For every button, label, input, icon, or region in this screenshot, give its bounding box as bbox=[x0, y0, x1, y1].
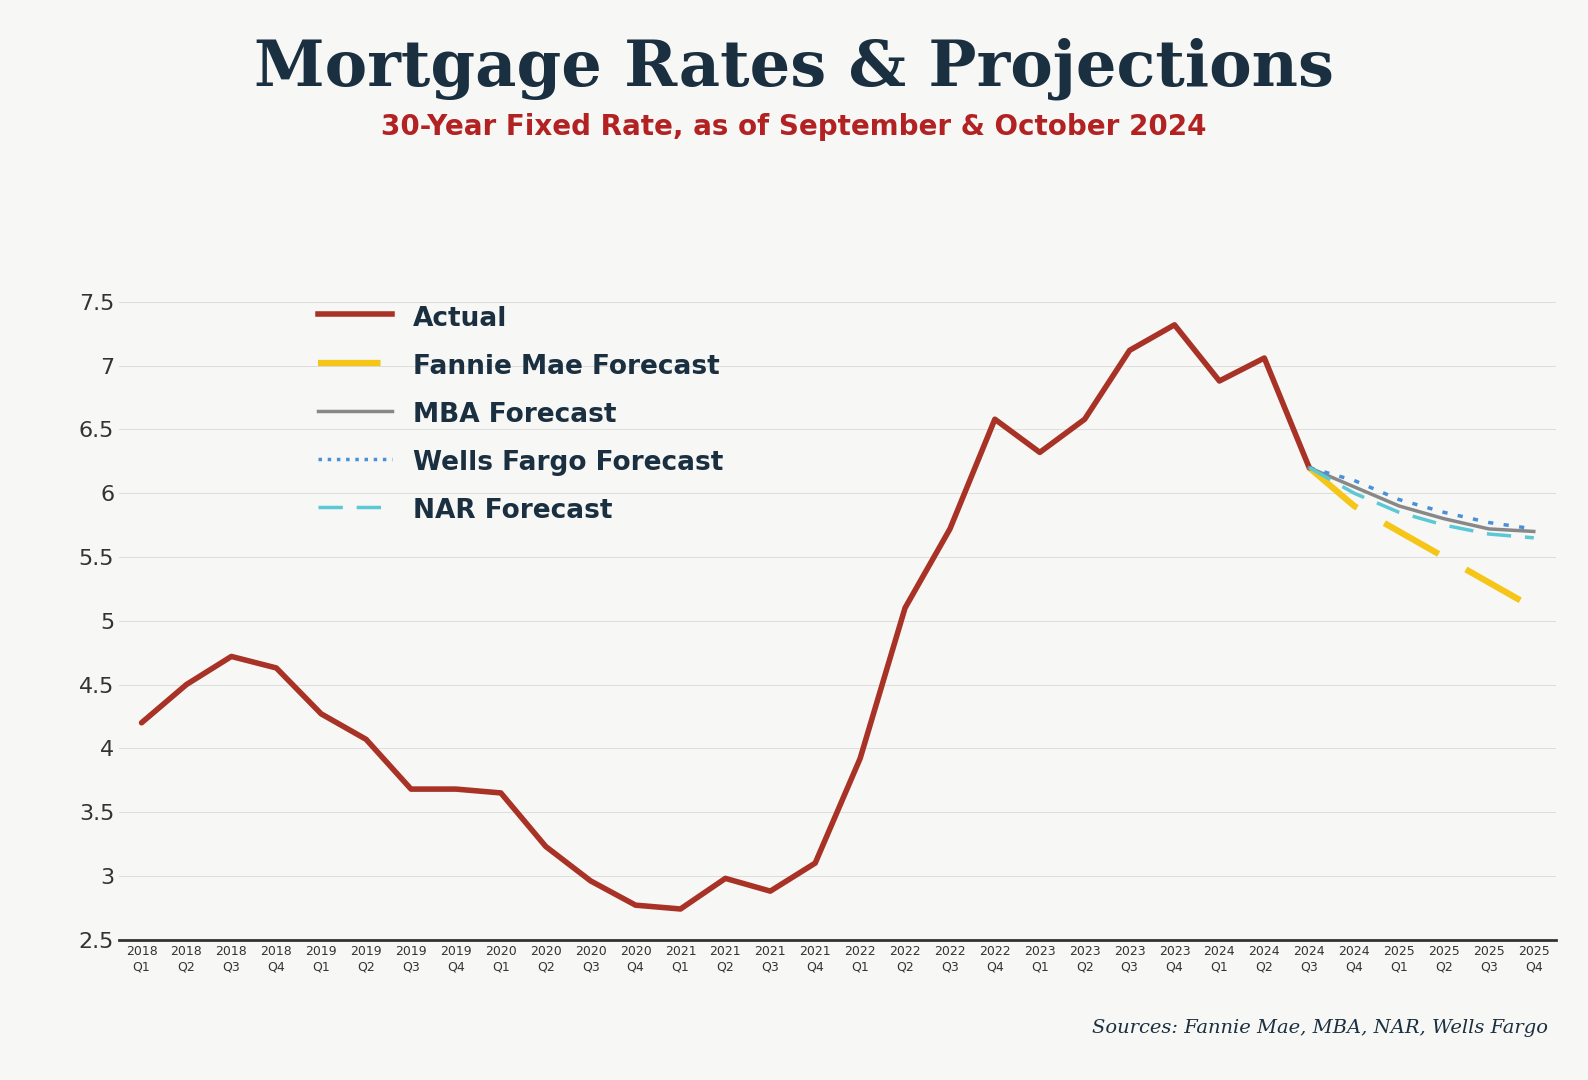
Legend: Actual, Fannie Mae Forecast, MBA Forecast, Wells Fargo Forecast, NAR Forecast: Actual, Fannie Mae Forecast, MBA Forecas… bbox=[305, 289, 737, 538]
Text: Sources: Fannie Mae, MBA, NAR, Wells Fargo: Sources: Fannie Mae, MBA, NAR, Wells Far… bbox=[1093, 1018, 1548, 1037]
Text: Mortgage Rates & Projections: Mortgage Rates & Projections bbox=[254, 38, 1334, 100]
Text: 30-Year Fixed Rate, as of September & October 2024: 30-Year Fixed Rate, as of September & Oc… bbox=[381, 113, 1207, 141]
